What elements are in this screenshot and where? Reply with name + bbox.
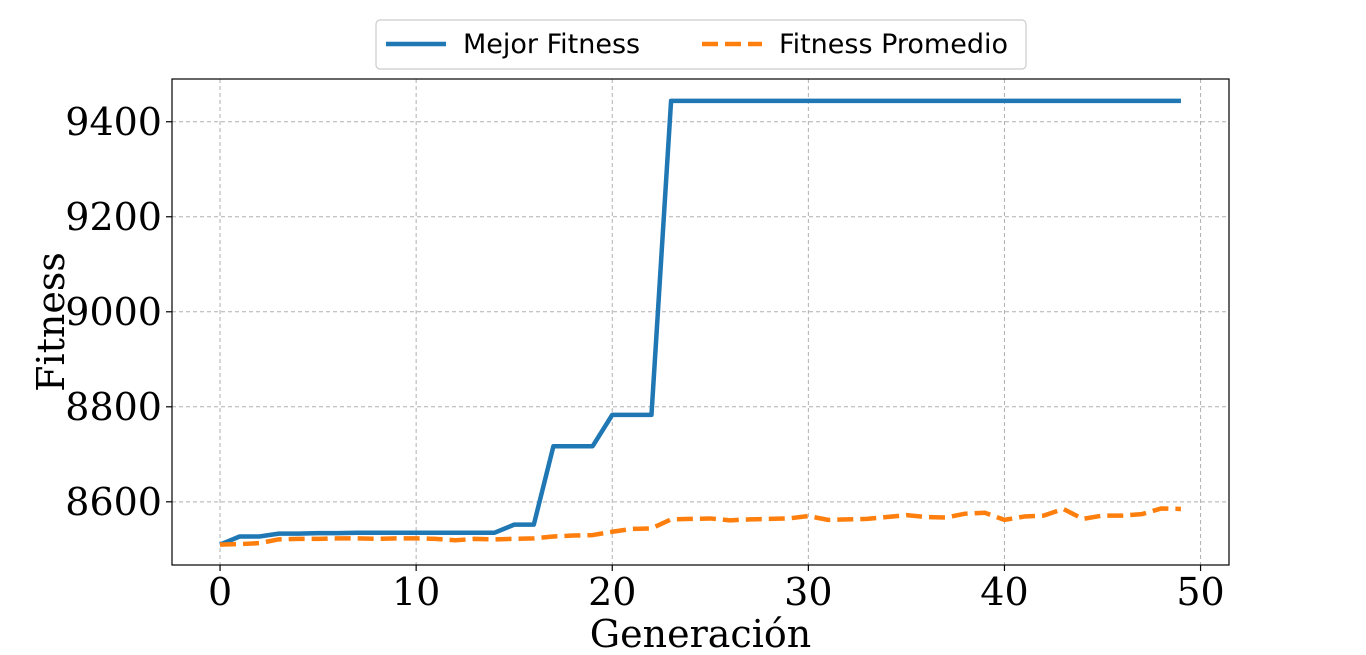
series-lines: [219, 98, 1182, 547]
legend-label-1: Mejor Fitness: [463, 29, 640, 60]
y-axis-ticks: 8600 8800 9000 9200 9400: [65, 100, 172, 524]
y-axis-title: Fitness: [29, 252, 73, 392]
x-axis-ticks: 0 10 20 30 40 50: [208, 565, 1225, 614]
legend-label-2: Fitness Promedio: [779, 29, 1008, 60]
y-tick-label: 8600: [65, 480, 162, 524]
y-tick-label: 8800: [65, 385, 162, 429]
x-tick-label: 40: [980, 570, 1028, 614]
y-tick-label: 9200: [65, 195, 162, 239]
series-line-1: [219, 98, 1181, 547]
x-tick-label: 10: [392, 570, 440, 614]
x-tick-label: 20: [588, 570, 636, 614]
x-axis-title: Generación: [590, 612, 811, 655]
x-tick-label: 50: [1176, 570, 1224, 614]
plot-frame: [171, 78, 1230, 566]
y-tick-label: 9000: [65, 290, 162, 334]
series-line-2: [219, 506, 1182, 547]
grid-lines: [172, 79, 1229, 565]
y-tick-label: 9400: [65, 100, 162, 144]
x-tick-label: 30: [784, 570, 832, 614]
legend-box: [375, 19, 1027, 70]
legend: Mejor Fitness Fitness Promedio: [375, 19, 1027, 70]
x-tick-label: 0: [208, 570, 232, 614]
